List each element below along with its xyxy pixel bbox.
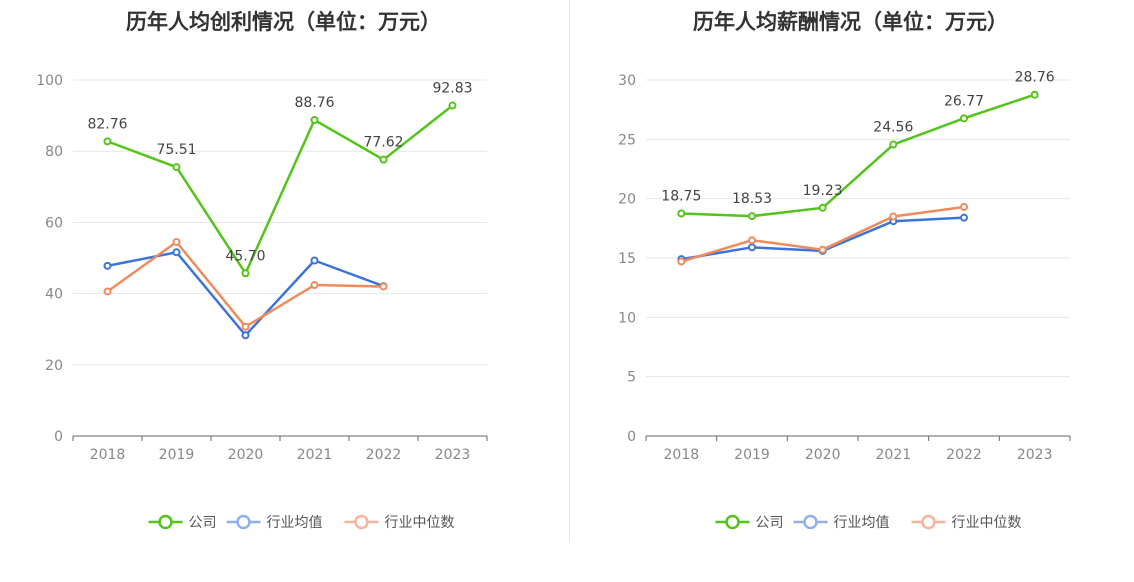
x-tick-label: 2023 — [1017, 447, 1053, 463]
legend-marker-industry-avg — [236, 514, 251, 530]
data-point-industry-median — [379, 282, 388, 291]
legend-label-industry-avg: 行业均值 — [267, 515, 323, 531]
data-label: 82.76 — [87, 116, 127, 132]
data-point-industry-avg — [103, 261, 112, 270]
data-label: 28.76 — [1015, 70, 1055, 86]
data-point-company — [103, 137, 112, 146]
x-tick-label: 2020 — [805, 447, 841, 463]
y-tick-label: 15 — [618, 251, 636, 267]
data-label: 75.51 — [156, 142, 196, 158]
data-point-company — [379, 155, 388, 164]
x-tick-label: 2019 — [159, 447, 195, 463]
data-point-industry-median — [172, 237, 181, 246]
x-tick-label: 2022 — [946, 447, 982, 463]
data-point-company — [172, 163, 181, 172]
y-tick-label: 80 — [45, 144, 63, 160]
y-tick-label: 40 — [45, 287, 63, 303]
data-point-industry-median — [748, 236, 756, 245]
legend-marker-industry-avg — [803, 514, 818, 530]
legend-item-industry-avg[interactable]: 行业均值 — [793, 514, 890, 531]
chart-panel-profit: 历年人均创利情况（单位：万元） 0 20 40 60 80 100 2018 2019 2020… — [36, 10, 488, 531]
y-tick-label: 100 — [36, 73, 63, 89]
y-tick-label: 5 — [627, 370, 636, 386]
data-label: 88.76 — [294, 95, 334, 111]
legend-label-industry-median: 行业中位数 — [385, 515, 455, 531]
data-label: 19.23 — [803, 183, 843, 199]
x-tick-label: 2020 — [228, 447, 264, 463]
data-label: 45.70 — [225, 248, 265, 264]
data-point-company — [960, 114, 968, 123]
data-point-company — [677, 209, 686, 218]
data-point-industry-median — [818, 245, 827, 254]
x-tick-label: 2021 — [876, 447, 912, 463]
data-point-company — [448, 101, 457, 110]
legend-item-company[interactable]: 公司 — [148, 514, 217, 531]
legend-label-company: 公司 — [756, 515, 784, 531]
data-label: 26.77 — [944, 93, 984, 109]
x-tick-label: 2023 — [435, 447, 471, 463]
legend-item-industry-median[interactable]: 行业中位数 — [911, 514, 1022, 531]
profit-line-chart: 0 20 40 60 80 100 2018 2019 2020 2021 2022 2023 82.7… — [36, 73, 488, 531]
legend-item-company[interactable]: 公司 — [715, 514, 784, 531]
panel-divider — [569, 0, 570, 542]
data-label: 24.56 — [873, 120, 913, 136]
y-tick-label: 0 — [627, 429, 636, 445]
y-tick-label: 10 — [618, 310, 636, 326]
x-tick-label: 2022 — [366, 447, 402, 463]
series-line-company — [681, 93, 1036, 218]
data-point-company — [241, 269, 250, 278]
data-label: 18.75 — [661, 189, 701, 205]
chart-panel-salary: 历年人均薪酬情况（单位：万元） 0 5 10 15 20 25 30 2018 2019 2020… — [567, 0, 1134, 582]
data-point-company — [818, 203, 827, 212]
series-line-company — [107, 104, 454, 275]
y-tick-label: 25 — [618, 132, 636, 148]
data-point-company — [310, 116, 319, 125]
y-tick-label: 60 — [45, 215, 63, 231]
chart-title-profit: 历年人均创利情况（单位：万元） — [126, 10, 441, 34]
legend-marker-industry-median — [921, 514, 936, 530]
legend-item-industry-avg[interactable]: 行业均值 — [226, 514, 323, 531]
x-tick-label: 2018 — [664, 447, 700, 463]
data-point-industry-avg — [960, 213, 968, 222]
data-label: 77.62 — [363, 135, 403, 151]
legend-marker-company — [158, 514, 173, 530]
data-point-industry-avg — [172, 248, 181, 257]
legend-label-industry-avg: 行业均值 — [834, 515, 890, 531]
y-tick-label: 20 — [618, 192, 636, 208]
x-tick-label: 2021 — [297, 447, 333, 463]
legend-label-company: 公司 — [189, 515, 217, 531]
legend-marker-industry-median — [354, 514, 369, 530]
legend-label-industry-median: 行业中位数 — [952, 515, 1022, 531]
data-point-company — [889, 140, 898, 149]
data-point-industry-median — [960, 202, 968, 211]
y-tick-label: 0 — [54, 429, 63, 445]
data-point-industry-avg — [241, 331, 250, 340]
x-tick-label: 2019 — [734, 447, 770, 463]
data-point-company — [1030, 90, 1039, 99]
y-tick-label: 20 — [45, 358, 63, 374]
data-label: 18.53 — [732, 191, 772, 207]
data-point-industry-median — [889, 212, 898, 221]
data-point-industry-avg — [310, 256, 319, 265]
legend-marker-company — [725, 514, 740, 530]
salary-line-chart: 0 5 10 15 20 25 30 2018 2019 2020 2021 2022 2023 18.7… — [618, 70, 1071, 531]
data-point-industry-median — [103, 287, 112, 296]
data-point-industry-median — [310, 281, 319, 290]
y-tick-label: 30 — [618, 73, 636, 89]
data-point-industry-median — [677, 257, 686, 266]
data-label: 92.83 — [432, 81, 472, 97]
legend-item-industry-median[interactable]: 行业中位数 — [344, 514, 455, 531]
data-point-company — [748, 212, 756, 221]
chart-title-salary: 历年人均薪酬情况（单位：万元） — [693, 10, 1008, 34]
x-tick-label: 2018 — [90, 447, 126, 463]
data-point-industry-median — [241, 322, 250, 331]
data-point-industry-avg — [748, 243, 756, 252]
